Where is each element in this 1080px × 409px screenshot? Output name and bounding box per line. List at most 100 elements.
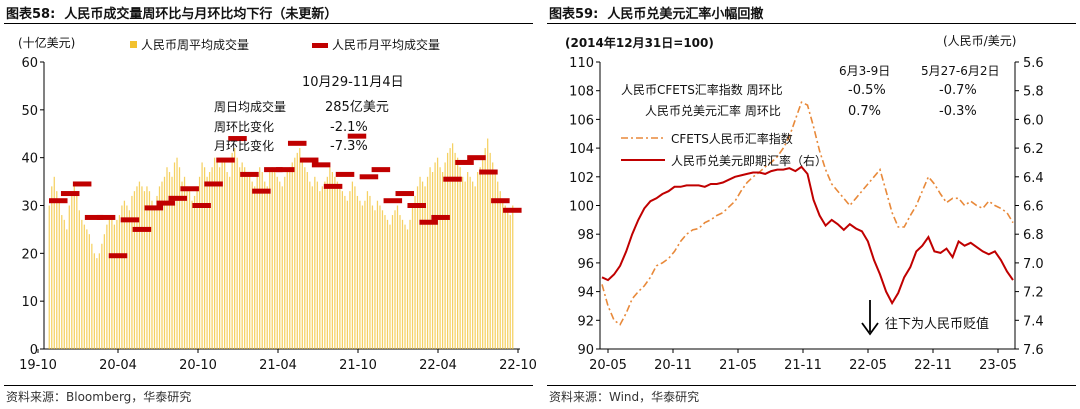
left-chart-heading: 人民币成交量周环比与月环比均下行（未更新）: [64, 7, 338, 22]
weekly-volume-bar: [178, 167, 181, 349]
monthly-volume-dash: [359, 174, 379, 180]
right-right-tick-label: 6.0: [1023, 113, 1044, 128]
left-legend-weekly-swatch: [130, 41, 137, 48]
weekly-volume-bar: [499, 191, 501, 349]
weekly-volume-bar: [361, 205, 364, 349]
left-source-note: 资料来源：Bloomberg，华泰研究: [6, 390, 192, 404]
weekly-volume-bar: [256, 176, 258, 349]
weekly-volume-bar: [81, 219, 83, 349]
weekly-volume-bar: [198, 176, 201, 349]
weekly-volume-bar: [48, 205, 50, 349]
right-left-tick-label: 98: [577, 228, 594, 243]
left-annotation-label: 周环比变化: [214, 119, 274, 134]
weekly-volume-bar: [106, 224, 108, 349]
weekly-volume-bar: [76, 191, 78, 349]
weekly-volume-bar: [409, 219, 411, 349]
weekly-volume-bar: [108, 219, 111, 349]
weekly-volume-bar: [143, 191, 146, 349]
left-title-rule: [4, 23, 533, 24]
monthly-volume-dash: [323, 183, 343, 189]
weekly-volume-bar: [419, 176, 421, 349]
weekly-volume-bar: [78, 210, 80, 349]
weekly-volume-bar: [68, 205, 70, 349]
monthly-volume-dash: [503, 207, 522, 213]
weekly-volume-bar: [249, 172, 251, 349]
weekly-volume-bar: [344, 195, 346, 349]
right-right-tick-label: 7.0: [1023, 257, 1044, 272]
right-right-tick-label: 5.6: [1023, 56, 1044, 71]
monthly-volume-dash: [108, 253, 128, 259]
depreciation-note: 往下为人民币贬值: [885, 316, 989, 332]
weekly-volume-bar: [301, 157, 303, 349]
weekly-volume-bar: [364, 200, 366, 349]
weekly-volume-bar: [379, 205, 381, 349]
right-right-tick-label: 5.8: [1023, 85, 1044, 100]
weekly-volume-bar: [128, 210, 131, 349]
monthly-volume-dash: [132, 226, 152, 232]
weekly-volume-bar: [168, 172, 171, 349]
left-x-tick-label: 21-04: [259, 358, 297, 373]
weekly-volume-bar: [196, 186, 198, 349]
weekly-volume-bar: [161, 181, 163, 349]
weekly-volume-bar: [391, 215, 394, 349]
monthly-volume-dash: [60, 191, 80, 197]
left-annotation-label: 月环比变化: [214, 138, 274, 153]
weekly-volume-bar: [61, 215, 63, 349]
weekly-volume-bar: [254, 186, 256, 349]
weekly-volume-bar: [118, 215, 121, 349]
weekly-volume-bar: [454, 152, 456, 349]
right-x-tick-label: 22-11: [914, 358, 952, 373]
monthly-volume-dash: [431, 214, 450, 220]
monthly-volume-dash: [311, 162, 331, 168]
right-left-tick-label: 100: [569, 200, 594, 215]
weekly-volume-bar: [331, 172, 333, 349]
left-chart-plot: (十亿美元) 0 10 20 30 40 50 60 19-10 20-04 20-10 21-04 2…: [18, 35, 537, 373]
weekly-volume-bar: [193, 195, 196, 349]
monthly-volume-dash: [49, 198, 68, 204]
right-right-tick-label: 7.2: [1023, 286, 1044, 301]
monthly-volume-dash: [228, 136, 247, 142]
left-source-rule: [4, 385, 533, 386]
left-annotation-value: -7.3%: [330, 139, 368, 154]
weekly-volume-bar: [103, 234, 105, 349]
weekly-volume-bar: [319, 191, 321, 349]
monthly-volume-dash: [383, 198, 403, 204]
weekly-volume-bar: [326, 176, 328, 349]
weekly-volume-bar: [411, 205, 414, 349]
right-right-tick-label: 6.8: [1023, 228, 1044, 243]
weekly-volume-bar: [401, 219, 404, 349]
weekly-volume-bar: [158, 186, 161, 349]
left-x-tick-label: 22-04: [419, 358, 457, 373]
weekly-volume-bar: [213, 157, 216, 349]
left-annotation-label: 周日均成交量: [214, 99, 286, 114]
weekly-volume-bar: [467, 172, 469, 349]
weekly-volume-bar: [218, 167, 221, 349]
right-annotation-col2-value: -0.7%: [939, 83, 977, 98]
left-y-tick-label: 30: [21, 200, 38, 215]
monthly-volume-dash: [479, 169, 498, 175]
weekly-volume-bar: [396, 205, 399, 349]
right-left-tick-label: 102: [569, 171, 594, 186]
weekly-volume-bar: [269, 172, 271, 349]
left-legend-monthly-swatch: [312, 43, 328, 48]
weekly-volume-bar: [116, 219, 118, 349]
weekly-volume-bar: [113, 224, 116, 349]
weekly-volume-bar: [264, 181, 266, 349]
weekly-volume-bar: [399, 215, 401, 349]
weekly-volume-bar: [188, 191, 191, 349]
weekly-volume-bar: [131, 195, 133, 349]
right-x-tick-label: 20-05: [589, 358, 627, 373]
monthly-volume-dash: [156, 200, 176, 206]
weekly-volume-bar: [186, 186, 188, 349]
right-annotation-col1-value: -0.5%: [848, 83, 886, 98]
right-left-tick-label: 90: [577, 343, 594, 358]
weekly-volume-bar: [146, 186, 148, 349]
weekly-volume-bar: [93, 253, 95, 349]
right-right-tick-label: 7.4: [1023, 314, 1044, 329]
monthly-volume-dash: [299, 157, 319, 163]
weekly-volume-bar: [474, 186, 476, 349]
weekly-volume-bar: [183, 176, 186, 349]
usdcny-spot-line: [601, 165, 1014, 306]
right-chart-panel: 图表59: 人民币兑美元汇率小幅回撤 (2014年12月31日=100) (人民币…: [543, 0, 1080, 409]
right-right-tick-label: 6.4: [1023, 171, 1044, 186]
